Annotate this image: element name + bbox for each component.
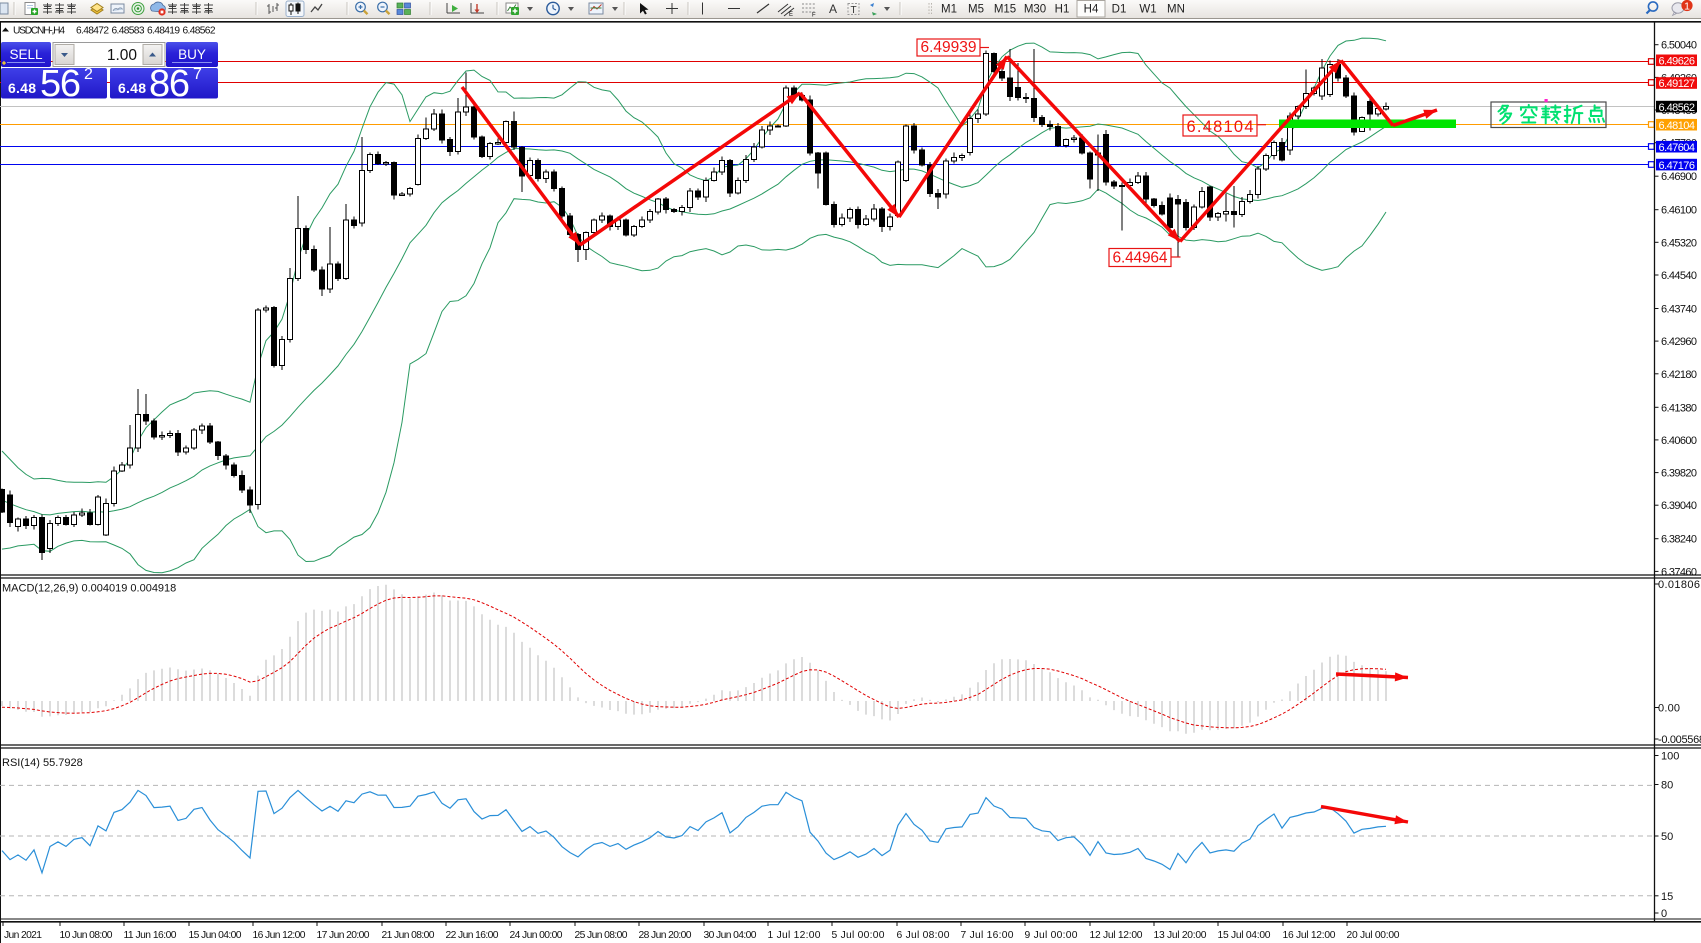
svg-text:30 Jun 04:00: 30 Jun 04:00	[704, 930, 757, 941]
svg-text:21 Jun 08:00: 21 Jun 08:00	[382, 930, 435, 941]
svg-text:6.47604: 6.47604	[1659, 142, 1696, 154]
svg-text:RSI(14) 55.7928: RSI(14) 55.7928	[2, 757, 83, 769]
svg-text:6.48562: 6.48562	[1659, 102, 1696, 114]
svg-text:F: F	[812, 13, 816, 19]
svg-text:T: T	[851, 5, 857, 16]
svg-text:2: 2	[84, 66, 93, 83]
svg-text:9 Jul 00:00: 9 Jul 00:00	[1025, 930, 1078, 941]
svg-text:0.01806: 0.01806	[1658, 579, 1700, 591]
svg-text:16 Jun 12:00: 16 Jun 12:00	[253, 930, 306, 941]
svg-text:10 Jun 08:00: 10 Jun 08:00	[60, 930, 113, 941]
svg-text:80: 80	[1661, 780, 1673, 792]
svg-text:28 Jun 20:00: 28 Jun 20:00	[639, 930, 692, 941]
svg-text:6.48472: 6.48472	[76, 26, 109, 37]
svg-text:M15: M15	[994, 4, 1016, 16]
svg-text:H1: H1	[1055, 4, 1070, 16]
svg-text:15 Jul 04:00: 15 Jul 04:00	[1218, 930, 1271, 941]
svg-text:56: 56	[40, 63, 81, 105]
svg-text:6.40600: 6.40600	[1661, 435, 1697, 447]
svg-text:BUY: BUY	[178, 47, 206, 62]
svg-text:6.49939: 6.49939	[921, 39, 977, 56]
svg-text:6.48104: 6.48104	[1187, 118, 1254, 136]
svg-text:15: 15	[1661, 891, 1673, 903]
svg-text:22 Jun 16:00: 22 Jun 16:00	[446, 930, 499, 941]
svg-text:0: 0	[1661, 908, 1667, 920]
svg-text:M30: M30	[1024, 4, 1046, 16]
svg-text:6.47176: 6.47176	[1659, 160, 1696, 172]
svg-text:A: A	[829, 2, 837, 16]
svg-text:6.45320: 6.45320	[1661, 237, 1697, 249]
svg-text:6.48: 6.48	[8, 80, 36, 96]
svg-text:D1: D1	[1112, 4, 1127, 16]
svg-text:25 Jun 08:00: 25 Jun 08:00	[575, 930, 628, 941]
svg-text:11 Jun 16:00: 11 Jun 16:00	[124, 930, 177, 941]
svg-text:6.48104: 6.48104	[1659, 120, 1696, 132]
svg-text:0.00: 0.00	[1658, 703, 1680, 715]
svg-text:17 Jun 20:00: 17 Jun 20:00	[317, 930, 370, 941]
svg-text:1.00: 1.00	[107, 47, 138, 64]
svg-text:6.48419: 6.48419	[147, 26, 180, 37]
svg-text:50: 50	[1661, 831, 1673, 843]
svg-text:6.50040: 6.50040	[1661, 40, 1697, 52]
svg-text:6.41380: 6.41380	[1661, 402, 1697, 414]
svg-text:1 Jul 12:00: 1 Jul 12:00	[768, 930, 821, 941]
svg-text:6.49626: 6.49626	[1659, 56, 1696, 68]
svg-text:H4: H4	[1084, 4, 1099, 16]
svg-text:MN: MN	[1167, 4, 1185, 16]
svg-text:MACD(12,26,9) 0.004019 0.00491: MACD(12,26,9) 0.004019 0.004918	[2, 583, 176, 595]
svg-text:6.42960: 6.42960	[1661, 336, 1697, 348]
svg-text:6.48: 6.48	[118, 80, 146, 96]
svg-text:6.37460: 6.37460	[1661, 566, 1697, 578]
svg-text:6.39040: 6.39040	[1661, 500, 1697, 512]
svg-text:6.49127: 6.49127	[1659, 78, 1696, 90]
svg-text:E: E	[789, 12, 793, 18]
svg-text:1: 1	[1684, 1, 1690, 13]
svg-text:SELL: SELL	[9, 47, 43, 62]
svg-text:6.42180: 6.42180	[1661, 369, 1697, 381]
svg-text:5 Jul 00:00: 5 Jul 00:00	[832, 930, 885, 941]
svg-text:12 Jul 12:00: 12 Jul 12:00	[1090, 930, 1143, 941]
svg-text:6.46900: 6.46900	[1661, 171, 1697, 183]
svg-text:6.38240: 6.38240	[1661, 534, 1697, 546]
svg-text:M1: M1	[941, 4, 957, 16]
svg-text:6.48562: 6.48562	[183, 26, 216, 37]
svg-text:15 Jun 04:00: 15 Jun 04:00	[189, 930, 242, 941]
svg-text:7 Jul 16:00: 7 Jul 16:00	[961, 930, 1014, 941]
svg-text:6.44540: 6.44540	[1661, 270, 1697, 282]
svg-text:M5: M5	[968, 4, 984, 16]
svg-text:6.48583: 6.48583	[112, 26, 145, 37]
svg-text:6 Jul 08:00: 6 Jul 08:00	[897, 930, 950, 941]
svg-text:100: 100	[1661, 751, 1679, 763]
svg-text:6.44964: 6.44964	[1113, 250, 1168, 267]
svg-text:W1: W1	[1139, 4, 1156, 16]
svg-text:Jun 2021: Jun 2021	[4, 930, 42, 941]
svg-text:-0.005568: -0.005568	[1658, 734, 1701, 746]
svg-text:USDCNH-,H4: USDCNH-,H4	[13, 26, 65, 37]
svg-text:16 Jul 12:00: 16 Jul 12:00	[1283, 930, 1336, 941]
svg-text:86: 86	[149, 63, 190, 105]
svg-text:6.43740: 6.43740	[1661, 304, 1697, 316]
svg-text:6.46100: 6.46100	[1661, 205, 1697, 217]
svg-text:6.39820: 6.39820	[1661, 468, 1697, 480]
svg-text:7: 7	[193, 66, 202, 83]
svg-text:24 Jun 00:00: 24 Jun 00:00	[510, 930, 563, 941]
svg-text:20 Jul 00:00: 20 Jul 00:00	[1347, 930, 1400, 941]
svg-text:13 Jul 20:00: 13 Jul 20:00	[1154, 930, 1207, 941]
